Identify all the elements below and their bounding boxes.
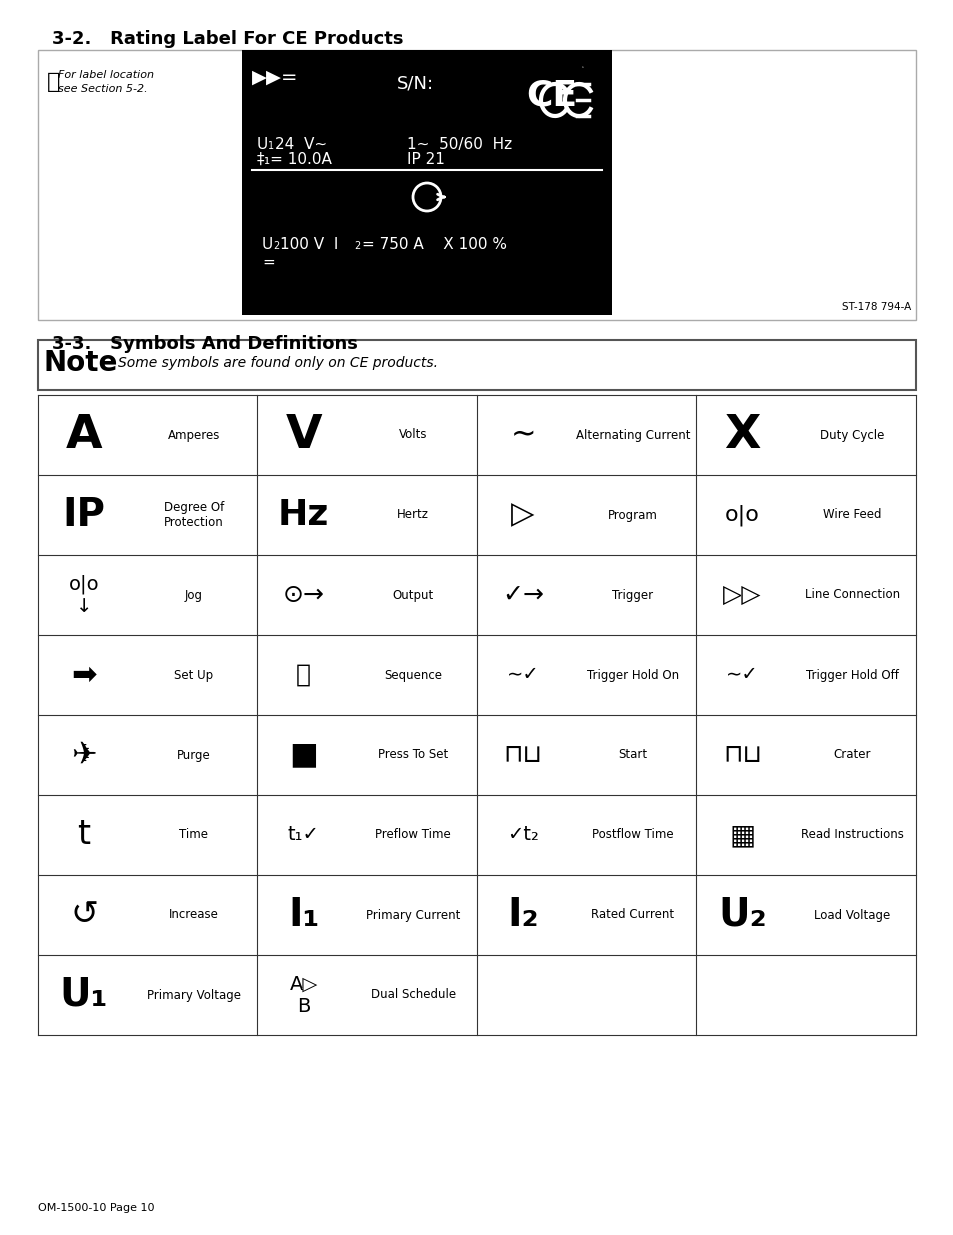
Text: ₁= 10.0A: ₁= 10.0A: [264, 152, 332, 167]
Text: OM-1500-10 Page 10: OM-1500-10 Page 10: [38, 1203, 154, 1213]
Text: U: U: [256, 137, 268, 152]
Text: Press To Set: Press To Set: [377, 748, 448, 762]
Text: ▶▶=: ▶▶=: [252, 68, 298, 86]
Text: I₂: I₂: [507, 897, 538, 934]
Text: Preflow Time: Preflow Time: [375, 829, 451, 841]
Text: For label location: For label location: [58, 70, 153, 80]
Text: Sequence: Sequence: [384, 668, 442, 682]
Text: Primary Voltage: Primary Voltage: [147, 988, 240, 1002]
Text: ✓t₂: ✓t₂: [507, 825, 538, 845]
Text: Hz: Hz: [277, 498, 329, 532]
Text: 1∼  50/60  Hz: 1∼ 50/60 Hz: [407, 137, 512, 152]
Text: CE: CE: [525, 78, 577, 112]
Text: ⒸⒺ: ⒸⒺ: [581, 67, 583, 68]
Text: ∼: ∼: [510, 420, 536, 450]
Text: Set Up: Set Up: [174, 668, 213, 682]
Text: ✈: ✈: [71, 741, 97, 769]
Text: ⊓⊔: ⊓⊔: [722, 743, 761, 767]
Text: Some symbols are found only on CE products.: Some symbols are found only on CE produc…: [118, 356, 437, 370]
Text: I₁: I₁: [288, 897, 319, 934]
Text: Trigger Hold Off: Trigger Hold Off: [805, 668, 898, 682]
Text: 100 V  I: 100 V I: [280, 237, 338, 252]
Text: Program: Program: [607, 509, 657, 521]
Text: 24  V∼: 24 V∼: [274, 137, 327, 152]
Text: Purge: Purge: [177, 748, 211, 762]
Text: 2: 2: [273, 241, 279, 251]
Text: Dual Schedule: Dual Schedule: [371, 988, 456, 1002]
Text: ⊓⊔: ⊓⊔: [503, 743, 542, 767]
Text: ⊙→: ⊙→: [282, 583, 324, 606]
Text: Line Connection: Line Connection: [804, 589, 899, 601]
Text: Trigger: Trigger: [612, 589, 653, 601]
Text: = 750 A    X 100 %: = 750 A X 100 %: [361, 237, 506, 252]
Text: Crater: Crater: [833, 748, 870, 762]
Text: t₁✓: t₁✓: [288, 825, 319, 845]
Text: Start: Start: [618, 748, 647, 762]
Text: A: A: [66, 412, 102, 457]
Text: ∼✓: ∼✓: [725, 666, 759, 684]
Bar: [38, 49, 915, 320]
Text: Note: Note: [44, 350, 118, 377]
Text: =: =: [262, 254, 274, 270]
Bar: [242, 49, 612, 315]
Text: Time: Time: [179, 829, 208, 841]
Text: 3-3.   Symbols And Definitions: 3-3. Symbols And Definitions: [52, 335, 357, 353]
Text: ∼✓: ∼✓: [506, 666, 538, 684]
Text: ⎙: ⎙: [47, 72, 60, 91]
Text: ↺: ↺: [70, 899, 98, 931]
Text: IP: IP: [63, 496, 106, 534]
Text: Primary Current: Primary Current: [366, 909, 460, 921]
Text: S/N:: S/N:: [396, 75, 434, 93]
Text: 1: 1: [268, 141, 274, 151]
Text: Alternating Current: Alternating Current: [575, 429, 689, 441]
Text: 3-2.   Rating Label For CE Products: 3-2. Rating Label For CE Products: [52, 30, 403, 48]
Text: Volts: Volts: [398, 429, 427, 441]
Text: X: X: [723, 412, 760, 457]
Text: ■: ■: [289, 741, 317, 769]
Text: o|o
↓: o|o ↓: [69, 574, 99, 616]
Text: ✓→: ✓→: [501, 583, 543, 606]
Text: Increase: Increase: [169, 909, 218, 921]
Text: U₁: U₁: [60, 976, 109, 1014]
Text: Hertz: Hertz: [397, 509, 429, 521]
Text: Amperes: Amperes: [168, 429, 220, 441]
Text: V: V: [285, 412, 321, 457]
Text: Postflow Time: Postflow Time: [592, 829, 673, 841]
Bar: [38, 340, 915, 390]
Text: Read Instructions: Read Instructions: [801, 829, 902, 841]
Text: IP 21: IP 21: [407, 152, 444, 167]
Text: see Section 5-2.: see Section 5-2.: [58, 84, 148, 94]
Text: ▦: ▦: [729, 821, 755, 848]
Text: Trigger Hold On: Trigger Hold On: [586, 668, 679, 682]
Text: ⎕: ⎕: [295, 663, 311, 687]
Text: ‡: ‡: [256, 152, 264, 167]
Text: Wire Feed: Wire Feed: [822, 509, 881, 521]
Text: ▷▷: ▷▷: [722, 583, 761, 606]
Text: t: t: [77, 819, 91, 851]
Text: Load Voltage: Load Voltage: [813, 909, 889, 921]
Text: ➡: ➡: [71, 661, 97, 689]
Text: U₂: U₂: [718, 897, 766, 934]
Text: Duty Cycle: Duty Cycle: [820, 429, 883, 441]
Text: ▷: ▷: [511, 500, 535, 530]
Text: A▷
B: A▷ B: [289, 974, 317, 1015]
Text: Degree Of
Protection: Degree Of Protection: [164, 501, 224, 529]
Text: o|o: o|o: [724, 504, 760, 526]
Text: Jog: Jog: [185, 589, 203, 601]
Text: U: U: [262, 237, 273, 252]
Text: Rated Current: Rated Current: [591, 909, 674, 921]
Text: ST-178 794-A: ST-178 794-A: [841, 303, 910, 312]
Text: Output: Output: [393, 589, 434, 601]
Text: 2: 2: [354, 241, 360, 251]
